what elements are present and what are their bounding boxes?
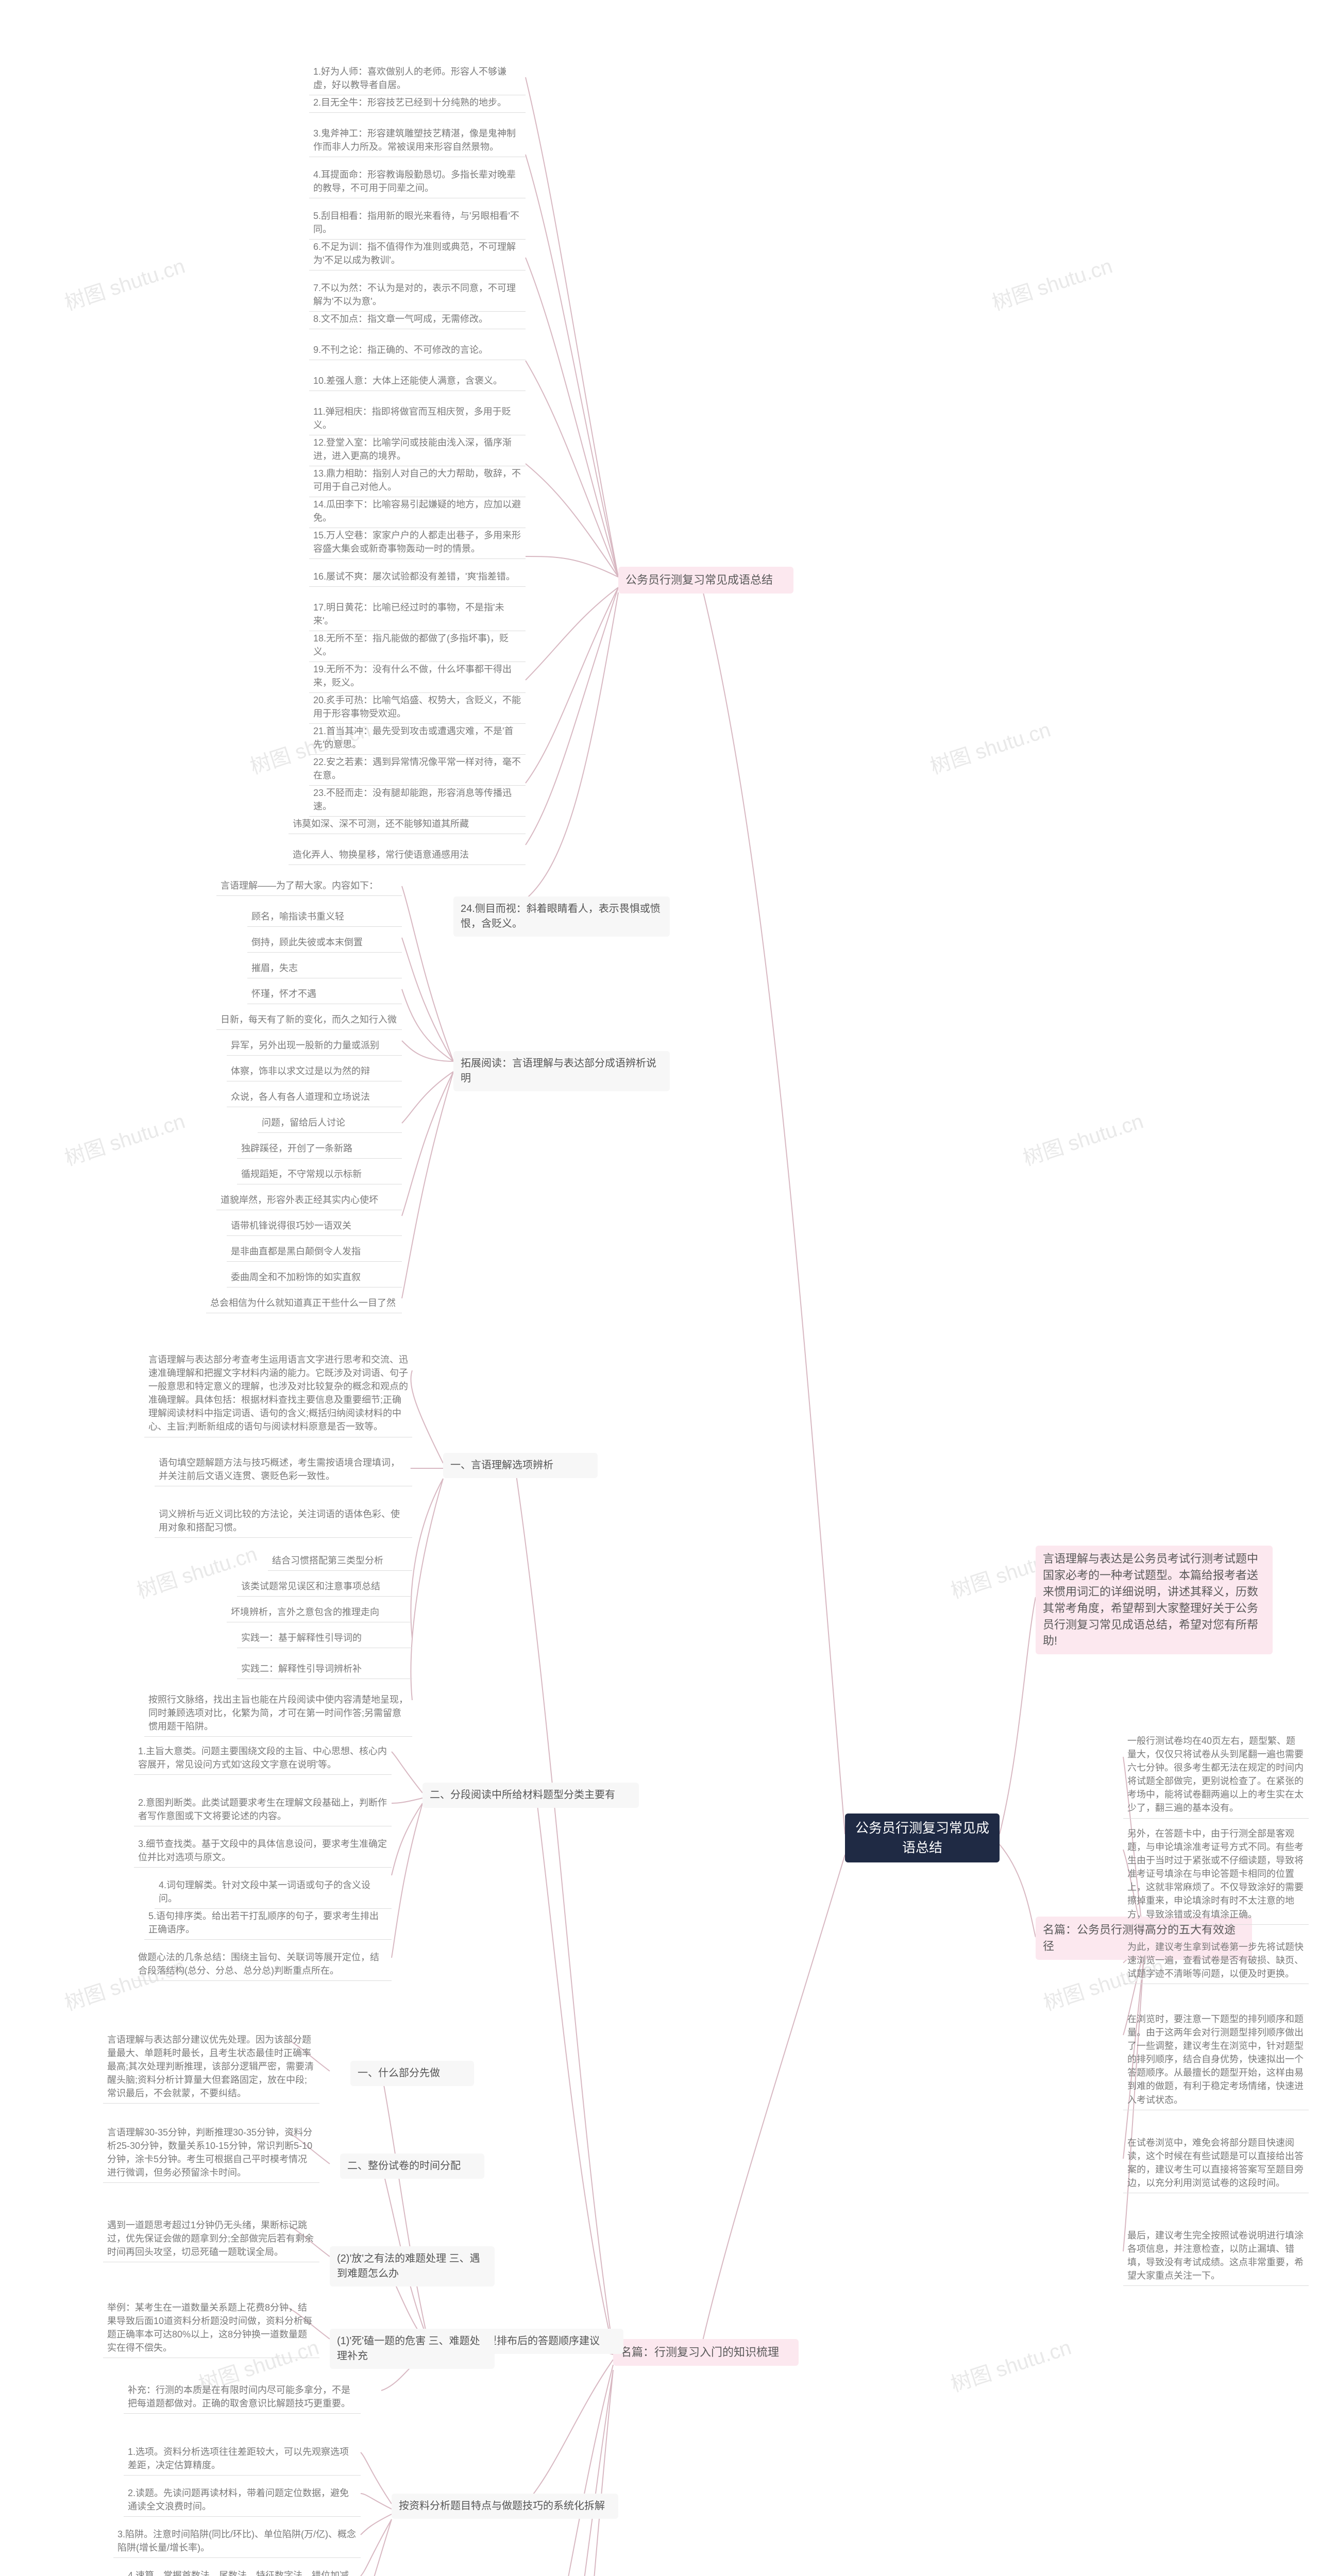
list-item: 语句填空题解题方法与技巧概述，考生需按语境合理填词，并关注前后文语义连贯、褒贬色… xyxy=(155,1453,412,1486)
list-item: 体察，饰非以求文过是以为然的辩 xyxy=(227,1061,402,1081)
theme-sub-hdr: 一、什么部分先做 xyxy=(350,2061,474,2086)
list-item: 3.细节查找类。基于文段中的具体信息设问，要求考生准确定位并比对选项与原文。 xyxy=(134,1834,392,1868)
list-item: 语带机锋说得很巧妙一语双关 xyxy=(227,1216,402,1236)
list-item: 言语理解——为了帮大家。内容如下： xyxy=(216,876,402,896)
list-item: 最后，建议考生完全按照试卷说明进行填涂各项信息，并注意检查，以防止漏填、错填，导… xyxy=(1123,2226,1309,2286)
list-item: 7.不以为然：不认为是对的，表示不同意，不可理解为'不以为意'。 xyxy=(309,278,526,312)
list-item: 15.万人空巷：家家户户的人都走出巷子，多用来形容盛大集会或新奇事物轰动一时的情… xyxy=(309,526,526,559)
list-item: 一般行测试卷均在40页左右，题型繁、题量大，仅仅只将试卷从头到尾翻一遍也需要六七… xyxy=(1123,1731,1309,1819)
list-item: 怀瑾，怀才不遇 xyxy=(247,984,402,1004)
list-item: 11.弹冠相庆：指即将做官而互相庆贺，多用于贬义。 xyxy=(309,402,526,435)
list-item: 2.目无全牛：形容技艺已经到十分纯熟的地步。 xyxy=(309,93,526,113)
list-item: 3.鬼斧神工：形容建筑雕塑技艺精湛，像是鬼神制作而非人力所及。常被误用来形容自然… xyxy=(309,124,526,157)
idioms-node: 公务员行测复习常见成语总结 xyxy=(618,567,793,594)
list-item: 委曲周全和不加粉饰的如实直叙 xyxy=(227,1267,402,1287)
list-item: 14.瓜田李下：比喻容易引起嫌疑的地方，应加以避免。 xyxy=(309,495,526,528)
list-item: 顾名，喻指读书重义轻 xyxy=(247,907,402,927)
intro-node: 言语理解与表达是公务员考试行测考试题中国家必考的一种考试题型。本篇给报考者送来惯… xyxy=(1036,1546,1273,1654)
list-item: 10.差强人意：大体上还能使人满意，含褒义。 xyxy=(309,371,526,391)
list-item: 5.语句排序类。给出若干打乱顺序的句子，要求考生排出正确语序。 xyxy=(144,1906,392,1940)
list-item: 为此，建议考生拿到试卷第一步先将试题快速浏览一遍，查看试卷是否有破损、缺页、试题… xyxy=(1123,1937,1309,1984)
list-item: 1.主旨大意类。问题主要围绕文段的主旨、中心思想、核心内容展开，常见设问方式如'… xyxy=(134,1741,392,1775)
list-item: 9.不刊之论：指正确的、不可修改的言论。 xyxy=(309,340,526,360)
list-item: 20.炙手可热：比喻气焰盛、权势大，含贬义，不能用于形容事物受欢迎。 xyxy=(309,690,526,724)
watermark: 树图 shutu.cn xyxy=(60,249,188,316)
theme-sub-leaf: 遇到一道题思考超过1分钟仍无头绪，果断标记跳过，优先保证会做的题拿到分;全部做完… xyxy=(103,2215,319,2262)
list-item: 道貌岸然，形容外表正经其实内心使坏 xyxy=(216,1190,402,1210)
theme-sub-leaf: 言语理解与表达部分建议优先处理。因为该部分题量最大、单题耗时最长，且考生状态最佳… xyxy=(103,2030,319,2104)
list-item: 总会相信为什么就知道真正干些什么一目了然 xyxy=(206,1293,402,1313)
list-item: 6.不足为训：指不值得作为准则或典范，不可理解为'不足以成为教训'。 xyxy=(309,237,526,270)
list-item: 4.词句理解类。针对文段中某一词语或句子的含义设问。 xyxy=(155,1875,392,1909)
theme-node: 名篇：行测复习入门的知识梳理 xyxy=(613,2339,799,2366)
list-item: 另外，在答题卡中，由于行测全部是客观题，与申论填涂准考证号方式不同。有些考生由于… xyxy=(1123,1824,1309,1925)
list-item: 坏境辨析，言外之意包含的推理走向 xyxy=(227,1602,412,1622)
list-item: 16.屡试不爽：屡次试验都没有差错，'爽'指差错。 xyxy=(309,567,526,587)
list-item: 2.意图判断类。此类试题要求考生在理解文段基础上，判断作者写作意图或下文将要论述… xyxy=(134,1793,392,1826)
list-item: 8.文不加点：指文章一气呵成，无需修改。 xyxy=(309,309,526,329)
watermark: 树图 shutu.cn xyxy=(60,1105,188,1172)
list-item: 22.安之若素：遇到异常情况像平常一样对待，毫不在意。 xyxy=(309,752,526,786)
list-item: 在试卷浏览中，难免会将部分题目快速阅读，这个时候在有些试题是可以直接给出答案的，… xyxy=(1123,2133,1309,2193)
list-item: 日新，每天有了新的变化，而久之知行入微 xyxy=(216,1010,402,1030)
tips-body: 拓展阅读：言语理解与表达部分成语辨析说明 xyxy=(453,1051,670,1091)
list-item: 做题心法的几条总结：围绕主旨句、关联词等展开定位，结合段落结构(总分、分总、总分… xyxy=(134,1947,392,1981)
list-item: 18.无所不至：指凡能做的都做了(多指坏事)，贬义。 xyxy=(309,629,526,662)
theme-sub-node: 按资料分析题目特点与做题技巧的系统化拆解 xyxy=(392,2494,618,2519)
watermark: 树图 shutu.cn xyxy=(988,249,1115,316)
list-item: 倒持，顾此失彼或本末倒置 xyxy=(247,933,402,953)
list-item: 造化弄人、物换星移，常行使语意通感用法 xyxy=(289,845,526,865)
list-item: 实践二：解释性引导词辨析补 xyxy=(237,1659,412,1679)
list-item: 独辟蹊径，开创了一条新路 xyxy=(237,1139,402,1159)
list-item: 言语理解与表达部分考查考生运用语言文字进行思考和交流、迅速准确理解和把握文字材料… xyxy=(144,1350,412,1437)
section-b-node: 一、言语理解选项辨析 xyxy=(443,1453,598,1478)
watermark: 树图 shutu.cn xyxy=(946,2331,1074,2398)
watermark: 树图 shutu.cn xyxy=(926,713,1054,780)
theme-sub-leaf: 2.读题。先读问题再读材料，带着问题定位数据，避免通读全文浪费时间。 xyxy=(124,2483,361,2517)
theme-sub-leaf: 举例：某考生在一道数量关系题上花费8分钟，结果导致后面10道资料分析题没时间做，… xyxy=(103,2298,319,2358)
list-item: 是非曲直都是黑白颠倒令人发指 xyxy=(227,1242,402,1262)
list-item: 19.无所不为：没有什么不做，什么坏事都干得出来，贬义。 xyxy=(309,659,526,693)
list-item: 实践一：基于解释性引导词的 xyxy=(237,1628,412,1648)
theme-sub-leaf: 1.选项。资料分析选项往往差距较大，可以先观察选项差距，决定估算精度。 xyxy=(124,2442,361,2476)
theme-sub-leaf: 3.陷阱。注意时间陷阱(同比/环比)、单位陷阱(万/亿)、概念陷阱(增长量/增长… xyxy=(113,2524,361,2558)
theme-sub-leaf: 补充：行测的本质是在有限时间内尽可能多拿分，不是把每道题都做对。正确的取舍意识比… xyxy=(124,2380,361,2414)
root-node: 公务员行测复习常见成语总结 xyxy=(845,1814,1000,1862)
connector-layer xyxy=(0,0,1319,2576)
list-item: 23.不胫而走：没有腿却能跑，形容消息等传播迅速。 xyxy=(309,783,526,817)
theme-sub-hdr: (1)'死'磕一题的危害 三、难题处理补充 xyxy=(330,2329,495,2369)
list-item: 12.登堂入室：比喻学问或技能由浅入深，循序渐进，进入更高的境界。 xyxy=(309,433,526,466)
list-item: 17.明日黄花：比喻已经过时的事物，不是指'未来'。 xyxy=(309,598,526,631)
list-item: 讳莫如深、深不可测，还不能够知道其所藏 xyxy=(289,814,526,834)
list-item: 异军，另外出现一股新的力量或派别 xyxy=(227,1036,402,1056)
list-item: 循规蹈矩，不守常规以示标新 xyxy=(237,1164,402,1184)
list-item: 该类试题常见误区和注意事项总结 xyxy=(237,1577,412,1597)
list-item: 问题，留给后人讨论 xyxy=(258,1113,402,1133)
list-item: 摧眉，失志 xyxy=(247,958,402,978)
section-c-node: 二、分段阅读中所给材料题型分类主要有 xyxy=(422,1783,639,1808)
theme-sub-hdr: 二、整份试卷的时间分配 xyxy=(340,2154,484,2179)
list-item: 1.好为人师：喜欢做别人的老师。形容人不够谦虚，好以教导者自居。 xyxy=(309,62,526,95)
theme-sub-hdr: (2)'放'之有法的难题处理 三、遇到难题怎么办 xyxy=(330,2246,495,2286)
watermark: 树图 shutu.cn xyxy=(1019,1105,1146,1172)
theme-sub-leaf: 言语理解30-35分钟，判断推理30-35分钟，资料分析25-30分钟，数量关系… xyxy=(103,2123,319,2183)
list-item: 在浏览时，要注意一下题型的排列顺序和题量。由于这两年会对行测题型排列顺序做出了一… xyxy=(1123,2009,1309,2110)
list-item: 词义辨析与近义词比较的方法论，关注词语的语体色彩、使用对象和搭配习惯。 xyxy=(155,1504,412,1538)
tips-node: 24.侧目而视：斜着眼睛看人，表示畏惧或愤恨，含贬义。 xyxy=(453,896,670,937)
list-item: 4.耳提面命：形容教诲殷勤恳切。多指长辈对晚辈的教导，不可用于同辈之间。 xyxy=(309,165,526,198)
list-item: 13.鼎力相助：指别人对自己的大力帮助，敬辞，不可用于自己对他人。 xyxy=(309,464,526,497)
list-item: 众说，各人有各人道理和立场说法 xyxy=(227,1087,402,1107)
list-item: 5.刮目相看：指用新的眼光来看待，与'另眼相看'不同。 xyxy=(309,206,526,240)
theme-sub-leaf: 4.速算。掌握首数法、尾数法、特征数字法、错位加减法等速算技巧。 xyxy=(124,2566,361,2576)
list-item: 按照行文脉络，找出主旨也能在片段阅读中使内容清楚地呈现，同时兼顾选项对比，化繁为… xyxy=(144,1690,412,1737)
list-item: 21.首当其冲：最先受到攻击或遭遇灾难，不是'首先'的意思。 xyxy=(309,721,526,755)
list-item: 结合习惯搭配第三类型分析 xyxy=(268,1551,412,1571)
